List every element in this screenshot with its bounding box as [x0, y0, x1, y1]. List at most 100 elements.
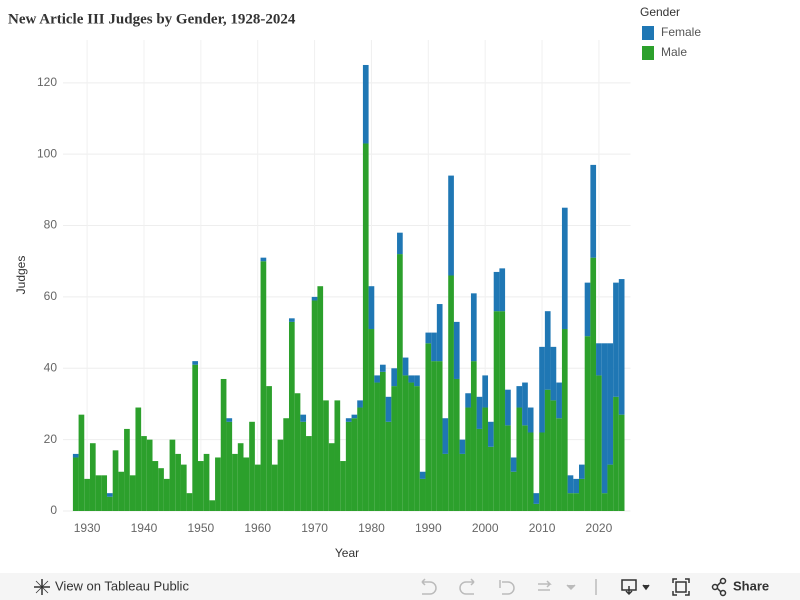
bar-segment	[573, 478, 580, 494]
share-button[interactable]: Share	[733, 578, 769, 593]
bar-segment	[476, 396, 483, 429]
bar-segment	[607, 343, 614, 465]
x-axis-label: Year	[335, 546, 359, 560]
bar-segment	[431, 361, 437, 511]
bar-segment	[328, 443, 335, 511]
bar-segment	[522, 382, 528, 426]
bar-segment	[402, 375, 409, 511]
bar-segment	[618, 414, 625, 511]
tableau-icon	[34, 579, 50, 595]
bar-segment	[613, 282, 619, 397]
legend-swatch	[642, 26, 654, 40]
bar-segment	[493, 311, 500, 511]
download-icon[interactable]	[621, 579, 650, 596]
bar-segment	[556, 418, 562, 511]
bar-segment	[499, 268, 506, 312]
bar-segment	[544, 389, 551, 511]
bar-segment	[271, 464, 278, 511]
fullscreen-icon[interactable]	[672, 578, 690, 596]
bar-segment	[505, 389, 511, 426]
bar-segment	[323, 400, 329, 511]
bar-segment	[345, 421, 352, 511]
bar-segment	[397, 232, 403, 255]
share-icon[interactable]	[711, 577, 727, 597]
bar-segment	[516, 386, 523, 408]
bar-segment	[89, 443, 96, 511]
x-tick-label: 1950	[187, 521, 214, 535]
bar-segment	[550, 400, 557, 511]
bar-segment	[408, 375, 415, 383]
bar-segment	[334, 400, 341, 511]
bar-segment	[533, 503, 540, 511]
bar-segment	[317, 286, 324, 511]
bar-segment	[203, 453, 210, 511]
legend-label: Female	[661, 25, 701, 39]
bar-segment	[510, 457, 517, 472]
bar-segment	[527, 407, 534, 433]
bar-segment	[152, 461, 159, 511]
y-tick-label: 20	[44, 432, 58, 446]
x-tick-label: 1980	[358, 521, 385, 535]
bar-segment	[186, 493, 193, 511]
bar-segment	[84, 478, 90, 511]
bar-segment	[470, 293, 477, 362]
bar-segment	[613, 396, 619, 511]
bar-segment	[505, 425, 511, 511]
legend-title: Gender	[640, 5, 680, 19]
bar-segment	[294, 393, 301, 511]
bar-segment	[385, 421, 392, 511]
bar-segment	[311, 296, 318, 301]
bar-segment	[510, 471, 517, 511]
x-tick-label: 1990	[415, 521, 442, 535]
bar-segment	[374, 382, 380, 511]
bar-segment	[283, 418, 289, 511]
bar-segment	[488, 421, 494, 447]
bar-segment	[124, 428, 130, 511]
view-link[interactable]: View on Tableau Public	[55, 578, 189, 593]
bar-segment	[146, 439, 153, 511]
y-tick-label: 120	[37, 75, 57, 89]
bar-segment	[436, 361, 443, 511]
bar-segment	[249, 421, 255, 511]
bar-segment	[107, 496, 113, 511]
plot-area	[63, 40, 631, 512]
bar-segment	[465, 407, 471, 511]
bar-segment	[107, 493, 113, 497]
bar-segment	[260, 257, 267, 262]
bar-segment	[72, 453, 79, 458]
x-tick-label: 1970	[301, 521, 328, 535]
bar-segment	[448, 275, 454, 511]
bar-segment	[357, 400, 363, 408]
bar-segment	[163, 478, 170, 511]
bar-segment	[567, 475, 574, 494]
bar-segment	[95, 475, 102, 511]
bar-segment	[129, 475, 136, 511]
x-tick-label: 2000	[472, 521, 499, 535]
bar-segment	[78, 414, 85, 511]
bar-segment	[601, 493, 608, 511]
bar-segment	[362, 143, 369, 511]
x-tick-label: 1940	[131, 521, 158, 535]
bar-segment	[573, 493, 580, 511]
bar-segment	[556, 382, 562, 419]
y-tick-label: 40	[44, 360, 58, 374]
bar-segment	[465, 393, 471, 408]
bar-segment	[436, 304, 443, 362]
bar-segment	[453, 321, 460, 379]
toolbar-icons	[421, 578, 597, 595]
bar-segment	[533, 493, 540, 504]
bar-segment	[379, 364, 386, 372]
bar-segment	[198, 461, 204, 511]
bar-segment	[425, 343, 432, 511]
bar-segment	[470, 361, 477, 511]
bar-segment	[192, 361, 199, 365]
bar-segment	[493, 271, 500, 312]
bar-segment	[579, 464, 585, 479]
bar-segment	[459, 453, 466, 511]
y-tick-label: 0	[50, 503, 57, 517]
bar-segment	[442, 418, 449, 454]
bar-segment	[414, 375, 420, 387]
bar-segment	[288, 321, 295, 511]
bar-segment	[192, 364, 199, 511]
